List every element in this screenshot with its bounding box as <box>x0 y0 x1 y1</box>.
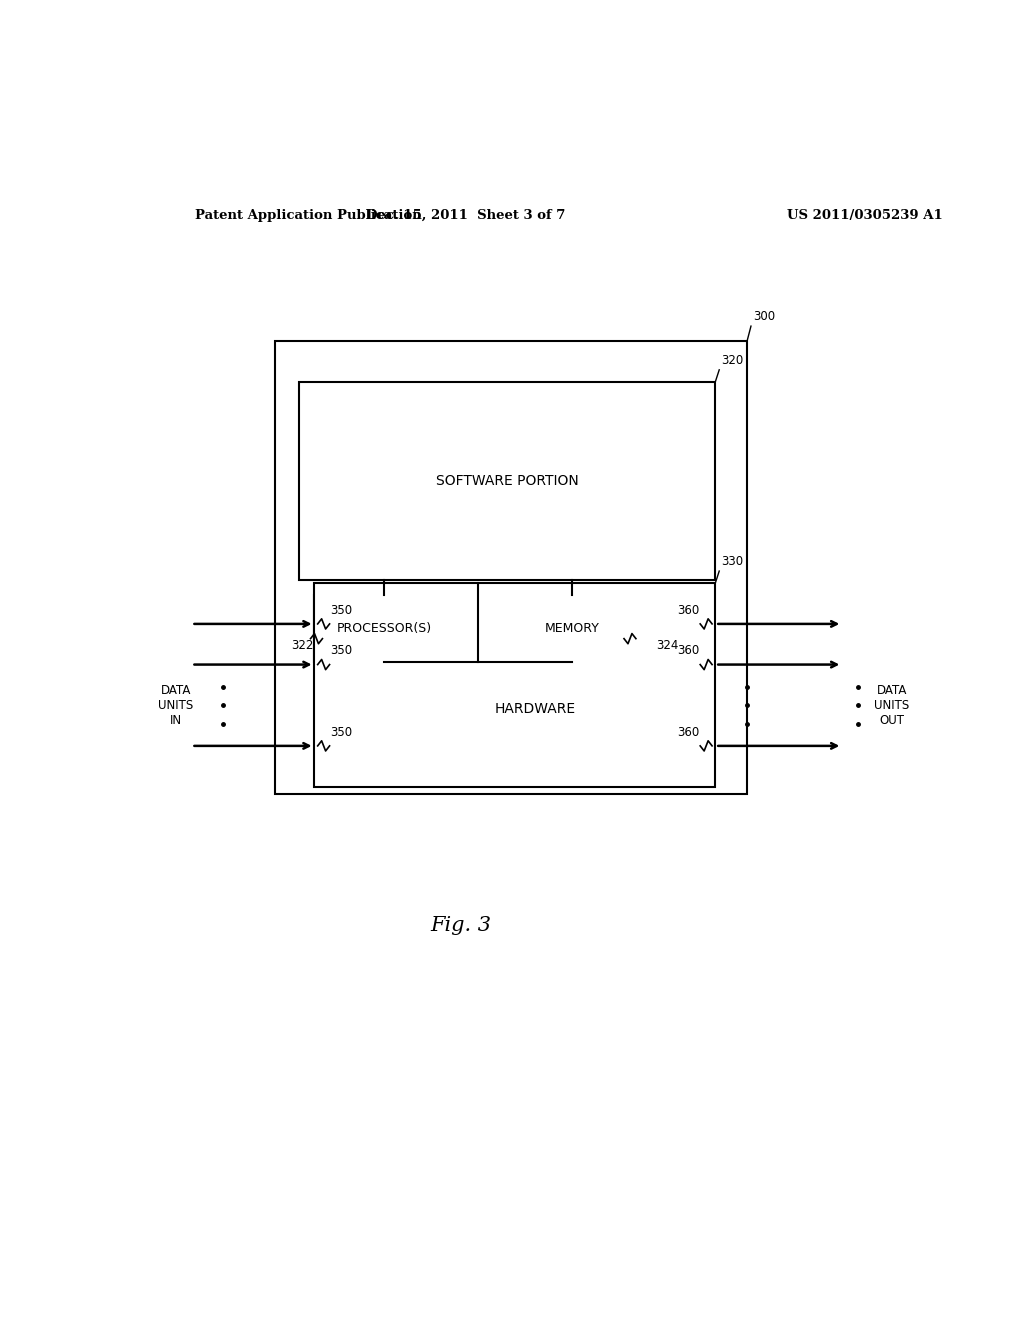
Text: Dec. 15, 2011  Sheet 3 of 7: Dec. 15, 2011 Sheet 3 of 7 <box>366 209 565 222</box>
Text: 360: 360 <box>677 644 699 657</box>
Text: 300: 300 <box>754 310 775 323</box>
Text: SOFTWARE PORTION: SOFTWARE PORTION <box>435 474 579 488</box>
Text: DATA
UNITS
IN: DATA UNITS IN <box>158 684 194 727</box>
Text: Fig. 3: Fig. 3 <box>431 916 492 936</box>
Bar <box>299 381 716 581</box>
Text: 360: 360 <box>677 603 699 616</box>
Bar <box>314 595 454 661</box>
Text: 350: 350 <box>331 726 352 739</box>
Text: 350: 350 <box>331 644 352 657</box>
Text: 350: 350 <box>331 603 352 616</box>
Text: 320: 320 <box>722 354 743 367</box>
Text: MEMORY: MEMORY <box>545 622 600 635</box>
Bar <box>274 342 748 793</box>
Bar <box>314 583 715 787</box>
Text: 324: 324 <box>655 639 678 652</box>
Text: DATA
UNITS
OUT: DATA UNITS OUT <box>874 684 909 727</box>
Text: US 2011/0305239 A1: US 2011/0305239 A1 <box>786 209 942 222</box>
Text: PROCESSOR(S): PROCESSOR(S) <box>336 622 431 635</box>
Text: 360: 360 <box>677 726 699 739</box>
Text: 330: 330 <box>722 554 743 568</box>
Text: Patent Application Publication: Patent Application Publication <box>196 209 422 222</box>
Text: 322: 322 <box>291 639 313 652</box>
Bar <box>513 595 632 661</box>
Text: HARDWARE: HARDWARE <box>495 702 575 717</box>
